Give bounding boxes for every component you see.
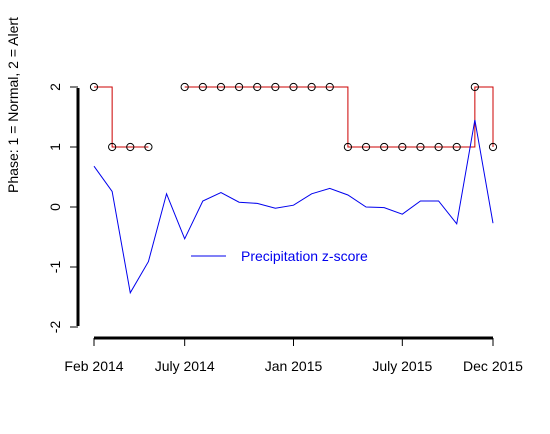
data-point bbox=[89, 82, 99, 92]
data-point bbox=[343, 142, 353, 152]
y-tick-label: 1 bbox=[47, 143, 63, 151]
data-point bbox=[470, 82, 479, 92]
data-point bbox=[398, 142, 407, 152]
data-point bbox=[488, 142, 498, 152]
data-point bbox=[434, 142, 443, 152]
series-phase bbox=[89, 82, 498, 152]
data-point bbox=[271, 82, 280, 92]
data-point bbox=[307, 82, 316, 92]
data-point bbox=[198, 82, 207, 92]
data-point bbox=[253, 82, 262, 92]
x-tick-label: Feb 2014 bbox=[64, 358, 123, 374]
y-axis-title: Phase: 1 = Normal, 2 = Alert bbox=[5, 17, 21, 193]
x-tick-label: July 2015 bbox=[372, 358, 432, 374]
series-line bbox=[93, 119, 494, 295]
legend: Precipitation z-score bbox=[191, 248, 368, 264]
step-line bbox=[184, 86, 494, 148]
data-point bbox=[144, 142, 153, 152]
legend-entry-precipitation: Precipitation z-score bbox=[241, 248, 368, 264]
x-tick-label: Jan 2015 bbox=[265, 358, 323, 374]
data-point bbox=[126, 142, 135, 152]
data-point bbox=[361, 142, 371, 152]
data-point bbox=[216, 82, 226, 92]
y-tick-label: -2 bbox=[47, 321, 63, 334]
y-axis: -2 -1 0 1 2 bbox=[47, 83, 80, 334]
x-tick-label: July 2014 bbox=[155, 358, 215, 374]
series-precipitation-z-score bbox=[93, 119, 494, 295]
data-point bbox=[325, 82, 334, 92]
y-tick-label: -1 bbox=[47, 261, 63, 274]
data-point bbox=[452, 142, 461, 152]
y-tick-label: 0 bbox=[47, 203, 63, 211]
y-tick-label: 2 bbox=[47, 83, 63, 91]
data-point bbox=[380, 142, 389, 152]
step-line bbox=[94, 86, 149, 148]
data-point bbox=[234, 82, 244, 92]
data-point bbox=[289, 82, 298, 92]
series-layer bbox=[89, 82, 498, 295]
data-point bbox=[180, 82, 189, 92]
x-axis: Feb 2014 July 2014 Jan 2015 July 2015 Dec 20… bbox=[64, 336, 523, 374]
data-point bbox=[108, 142, 117, 152]
data-point bbox=[416, 142, 425, 152]
x-tick-label: Dec 2015 bbox=[463, 358, 523, 374]
